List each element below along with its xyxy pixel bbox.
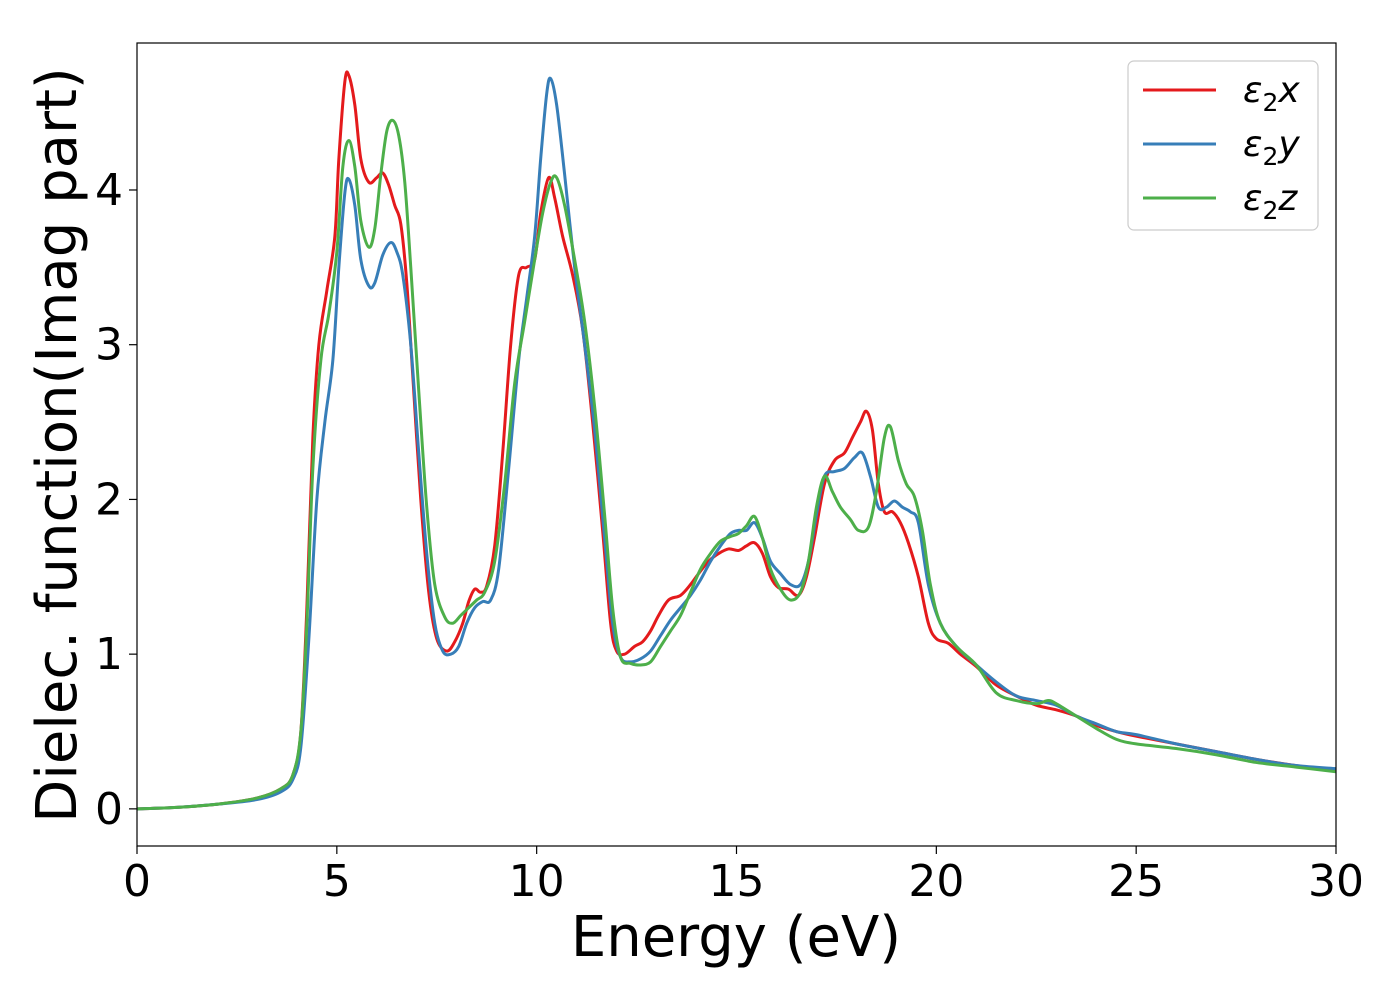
legend-box xyxy=(1127,60,1319,231)
y-tick-label: 2 xyxy=(95,474,123,525)
legend-label-base: ε xyxy=(1243,70,1262,111)
series-line-e2y xyxy=(137,76,1336,811)
x-tick-label: 25 xyxy=(1108,856,1164,907)
legend-label-suffix: x xyxy=(1277,70,1300,111)
legend-label-subscript: 2 xyxy=(1262,196,1278,225)
y-tick-label: 3 xyxy=(95,320,123,371)
y-tick-label: 4 xyxy=(95,165,123,216)
y-tick-label: 0 xyxy=(95,784,123,835)
legend-label-subscript: 2 xyxy=(1262,142,1278,171)
legend-label-base: ε xyxy=(1243,124,1262,165)
legend-label-suffix: y xyxy=(1277,124,1300,165)
y-tick-label: 1 xyxy=(95,629,123,680)
y-axis-title: Dielec. function(Imag part) xyxy=(25,67,90,823)
x-tick-label: 5 xyxy=(323,856,351,907)
y-axis: 0 1 2 3 4 xyxy=(95,165,137,835)
legend-label-e2z: ε2z xyxy=(1243,178,1298,225)
x-tick-label: 0 xyxy=(123,856,151,907)
legend-label-base: ε xyxy=(1243,178,1262,219)
legend-label-e2x: ε2x xyxy=(1243,70,1300,117)
series-layer xyxy=(137,70,1336,811)
x-tick-label: 15 xyxy=(709,856,765,907)
series-line-e2x xyxy=(137,70,1336,811)
series-line-e2z xyxy=(137,118,1336,811)
x-tick-label: 30 xyxy=(1308,856,1364,907)
x-axis-title: Energy (eV) xyxy=(571,905,901,970)
x-axis: 0 5 10 15 20 25 30 xyxy=(123,846,1364,907)
legend-label-suffix: z xyxy=(1277,178,1298,219)
x-tick-label: 10 xyxy=(509,856,565,907)
legend-label-e2y: ε2y xyxy=(1243,124,1300,171)
legend-label-subscript: 2 xyxy=(1262,88,1278,117)
x-tick-label: 20 xyxy=(908,856,964,907)
